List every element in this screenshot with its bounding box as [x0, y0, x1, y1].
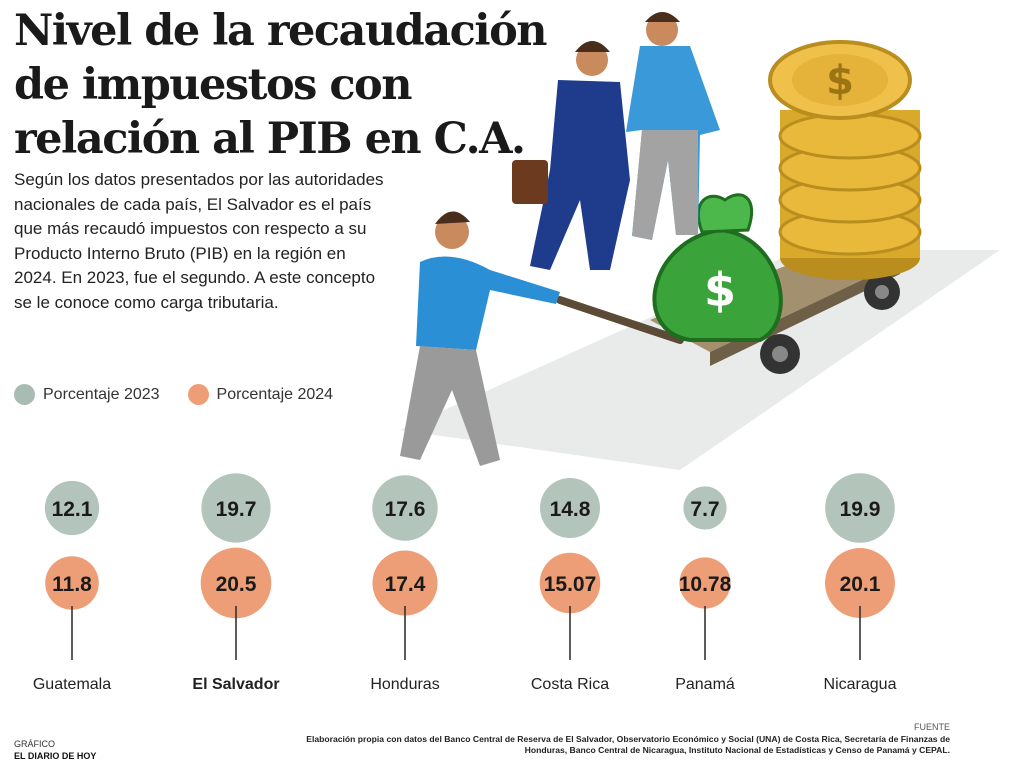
country-label-costa-rica: Costa Rica: [531, 676, 609, 693]
value-label-2024-nicaragua: 20.1: [840, 573, 881, 596]
country-label-nicaragua: Nicaragua: [824, 676, 897, 693]
country-label-el-salvador: El Salvador: [192, 676, 279, 693]
value-label-2023-panama: 7.7: [690, 498, 719, 521]
page-title: Nivel de la recaudación de impuestos con…: [14, 6, 548, 164]
country-label-honduras: Honduras: [370, 676, 439, 693]
value-label-2023-nicaragua: 19.9: [840, 498, 881, 521]
country-label-guatemala: Guatemala: [33, 676, 111, 693]
legend-item-2023: Porcentaje 2023: [14, 384, 160, 405]
source-text: Elaboración propia con datos del Banco C…: [306, 733, 950, 756]
value-label-2023-el-salvador: 19.7: [216, 498, 257, 521]
bubble-2024-honduras: [372, 550, 438, 616]
bubble-2024-el-salvador: [200, 547, 272, 619]
coin-stack-icon: $: [768, 40, 922, 280]
legend: Porcentaje 2023 Porcentaje 2024: [14, 384, 361, 405]
value-label-2024-costa-rica: 15.07: [544, 573, 597, 596]
legend-swatch-2023: [14, 384, 35, 405]
money-bag-icon: $: [652, 193, 783, 342]
source-label: FUENTE: [914, 722, 950, 732]
value-label-2023-guatemala: 12.1: [52, 498, 93, 521]
value-label-2023-honduras: 17.6: [385, 498, 426, 521]
bubble-2023-costa-rica: [539, 477, 601, 539]
legend-label-2024: Porcentaje 2024: [216, 385, 334, 403]
svg-text:$: $: [826, 58, 854, 104]
floor-shadow: [400, 250, 1000, 470]
country-label-panama: Panamá: [675, 676, 735, 693]
graphic-label: GRÁFICO: [14, 739, 56, 749]
bubble-2023-panama: [683, 486, 727, 530]
svg-text:$: $: [704, 263, 736, 317]
business-illustration: $ $: [400, 12, 1000, 470]
bubble-2023-el-salvador: [201, 473, 271, 543]
value-label-2024-el-salvador: 20.5: [216, 573, 257, 596]
bubble-2024-nicaragua: [825, 548, 895, 618]
value-label-2024-guatemala: 11.8: [52, 573, 92, 596]
legend-item-2024: Porcentaje 2024: [187, 384, 334, 405]
legend-label-2023: Porcentaje 2023: [43, 385, 160, 403]
graphic-credit: GRÁFICO EL DIARIO DE HOY: [14, 738, 96, 762]
businessman-pulling-figure: [400, 211, 560, 466]
bubble-2023-honduras: [372, 475, 438, 541]
source-note: FUENTE Elaboración propia con datos del …: [270, 722, 950, 757]
value-label-2024-panama: 10.78: [679, 573, 732, 596]
value-label-2024-honduras: 17.4: [385, 573, 426, 596]
bubble-2023-nicaragua: [825, 473, 895, 543]
intro-text: Según los datos presentados por las auto…: [14, 170, 384, 312]
value-label-2023-costa-rica: 14.8: [550, 498, 591, 521]
bubble-2023-guatemala: [44, 480, 100, 536]
bubble-2024-guatemala: [45, 556, 99, 610]
businessmen-handshake-figure: [512, 12, 720, 270]
publisher-name: EL DIARIO DE HOY: [14, 751, 97, 761]
legend-swatch-2024: [187, 384, 209, 405]
bubble-2024-costa-rica: [539, 552, 601, 614]
bubble-2024-panama: [679, 557, 731, 609]
